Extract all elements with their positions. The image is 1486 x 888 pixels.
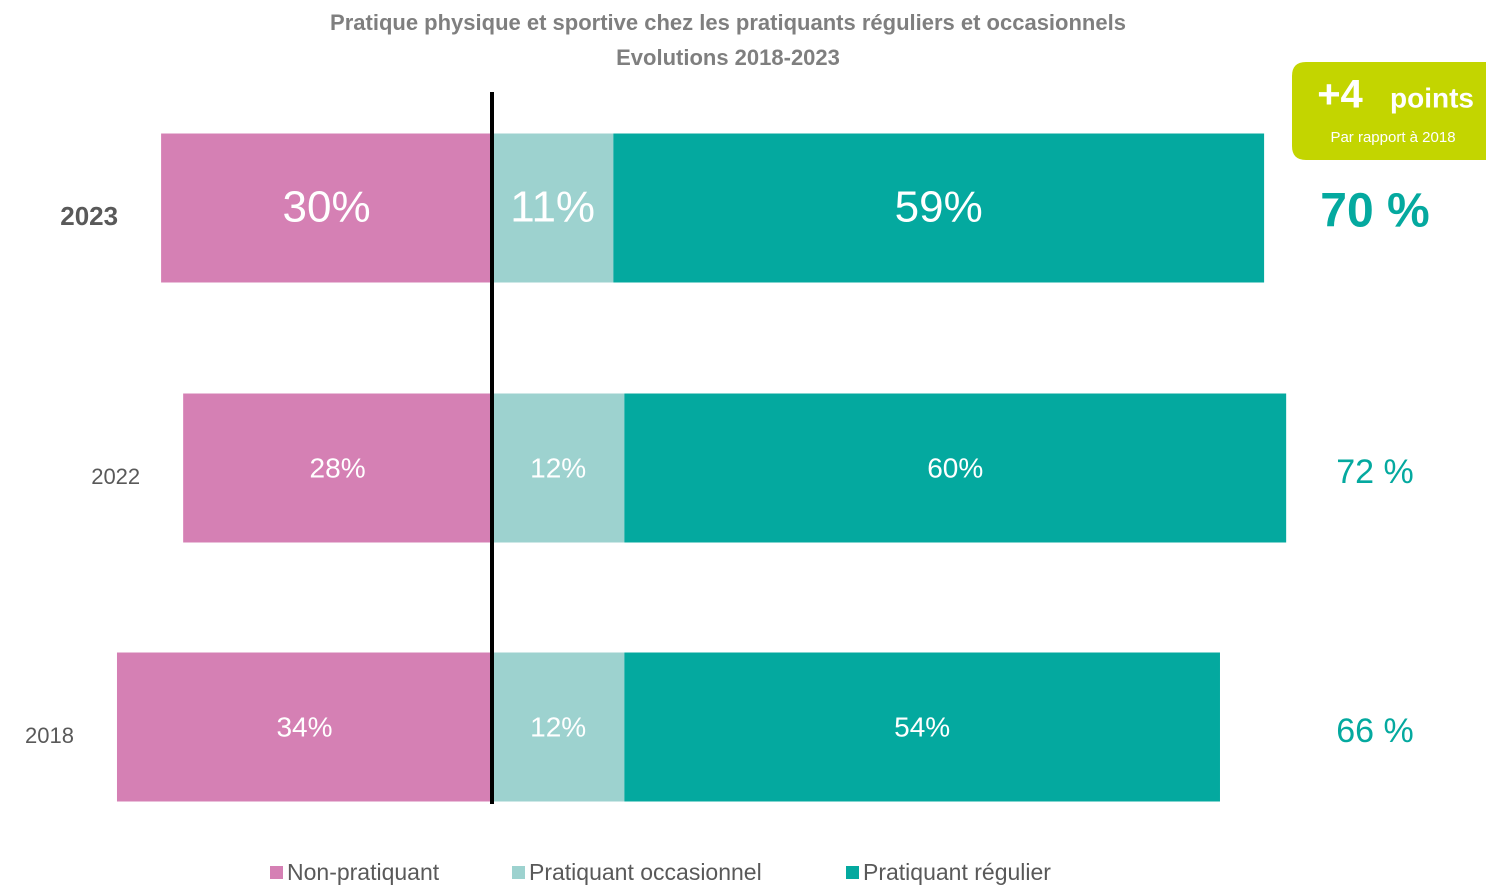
bar-label: 11% — [510, 183, 595, 232]
bar-segment — [116, 652, 492, 802]
y-tick-label: 2022 — [91, 464, 140, 489]
bar-segment — [492, 393, 625, 543]
total-label: 70 % — [1320, 185, 1429, 238]
badge: +4 points Par rapport à 2018 — [1292, 62, 1486, 160]
legend-swatch — [512, 866, 525, 879]
bar-label: 12% — [530, 452, 586, 483]
bar-segment — [492, 652, 625, 802]
badge-headline: +4 — [1317, 73, 1363, 117]
legend-label: Pratiquant régulier — [863, 859, 1051, 885]
bar-label: 30% — [283, 183, 371, 232]
chart-subtitle: Evolutions 2018-2023 — [616, 45, 840, 70]
bar-label: 60% — [927, 452, 983, 483]
legend-label: Pratiquant occasionnel — [529, 859, 762, 885]
bar-label: 28% — [310, 452, 366, 483]
y-tick-label: 2018 — [25, 723, 74, 748]
badge-note: Par rapport à 2018 — [1330, 129, 1455, 146]
bar-label: 34% — [276, 711, 332, 742]
total-label: 66 % — [1336, 712, 1414, 750]
bar-segment — [492, 133, 614, 283]
y-tick-label: 2023 — [60, 201, 118, 231]
legend-swatch — [270, 866, 283, 879]
badge-unit: points — [1390, 82, 1474, 113]
bar-segment — [624, 393, 1287, 543]
legend-label: Non-pratiquant — [287, 859, 440, 885]
legend-swatch — [846, 866, 859, 879]
bar-segment — [613, 133, 1265, 283]
bar-segment — [624, 652, 1220, 802]
bar-label: 54% — [894, 711, 950, 742]
chart-title: Pratique physique et sportive chez les p… — [330, 10, 1126, 35]
total-label: 72 % — [1336, 453, 1414, 491]
badge-box — [1292, 62, 1486, 160]
bar-segment — [183, 393, 492, 543]
bar-label: 59% — [895, 183, 983, 232]
bar-segment — [161, 133, 492, 283]
bar-label: 12% — [530, 711, 586, 742]
